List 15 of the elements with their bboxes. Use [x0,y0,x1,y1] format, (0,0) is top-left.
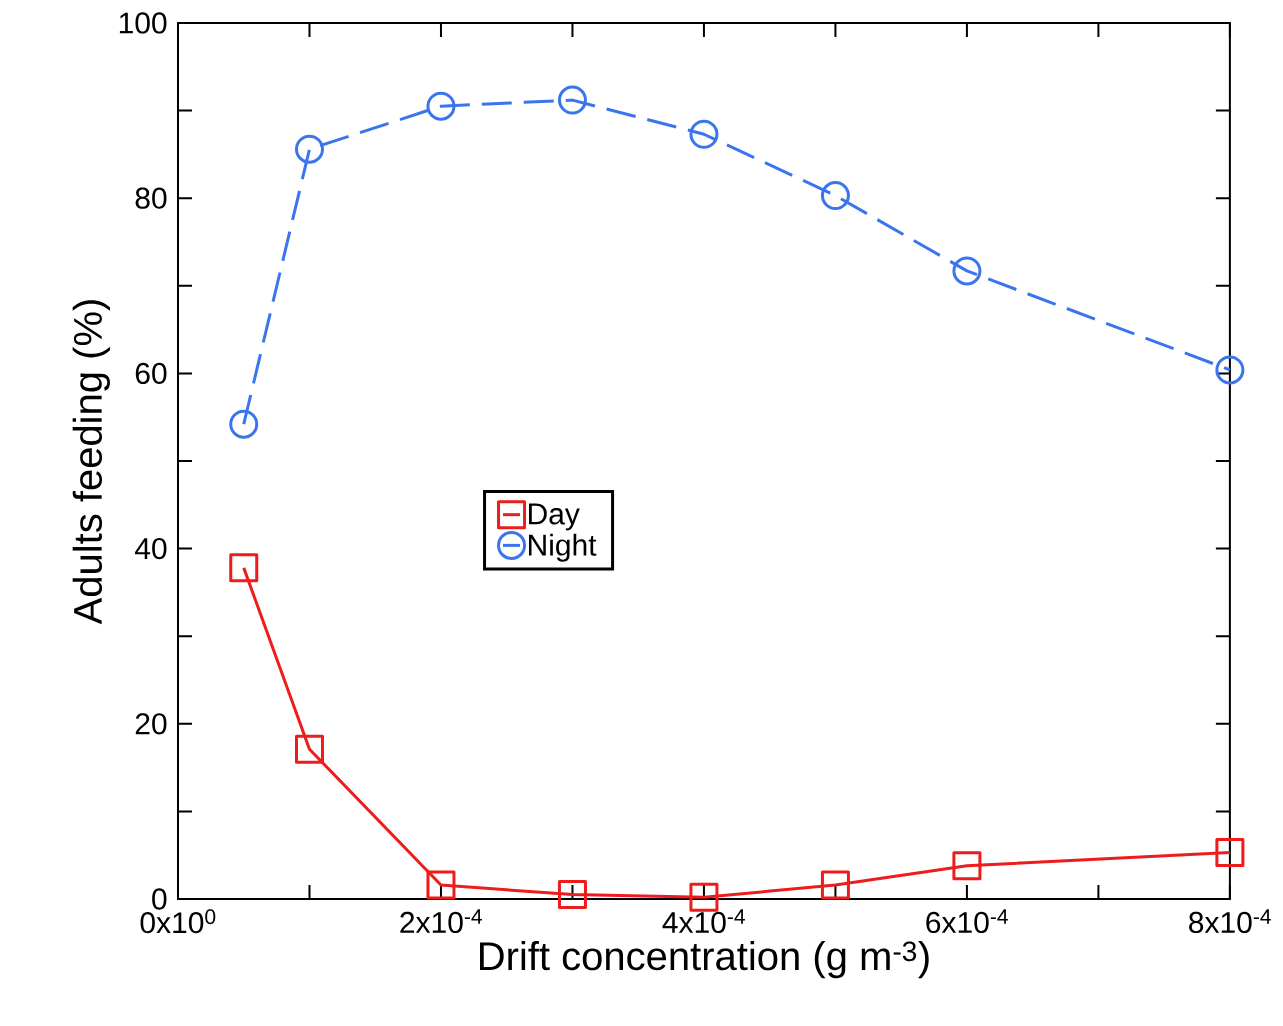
y-tick-label: 40 [134,537,167,560]
y-tick-label: 60 [135,362,167,385]
x-tick-label: 0x10$^{0}$ [140,909,216,934]
x-axis-title: Drift concentration (g m$^{-3}$) [480,940,929,979]
y-tick-label: 0 [152,888,167,910]
y-tick-label: 80 [135,187,167,209]
y-axis-title: Adults feeding (%) [72,300,110,625]
legend-label: Day [529,503,580,531]
x-tick-label: 4x10$^{-4}$ [662,909,745,934]
y-tick-label: 20 [135,713,167,735]
x-tick-label: 6x10$^{-4}$ [926,909,1008,934]
y-tick-label: 100 [119,12,167,34]
x-tick-label: 2x10$^{-4}$ [400,909,482,934]
legend-label: Night [529,533,597,562]
x-tick-label: 8x10$^{-4}$ [1189,909,1271,934]
